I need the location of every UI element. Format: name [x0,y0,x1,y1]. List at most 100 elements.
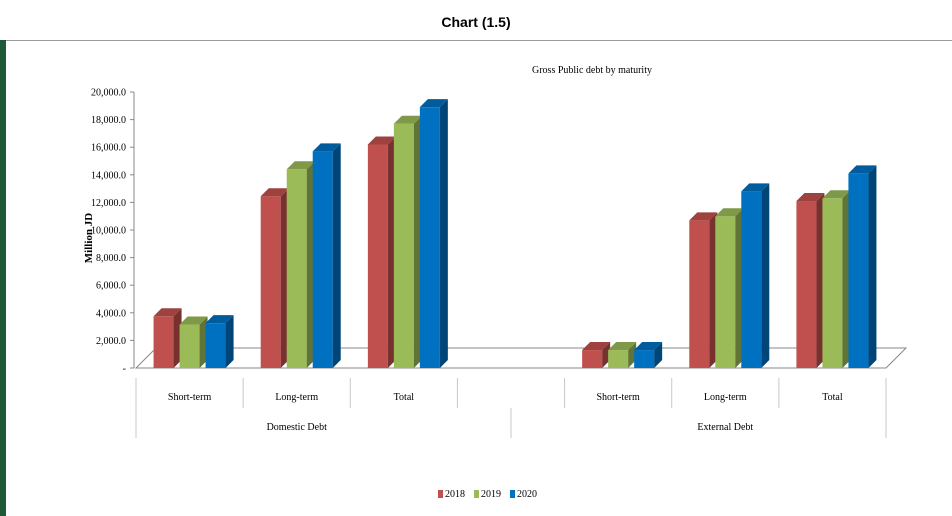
bar [312,143,341,368]
chart-title: Gross Public debt by maturity [532,65,652,76]
legend-label: 2019 [481,489,501,500]
bar [260,188,289,368]
y-tick-label: 2,000.0 [96,336,126,347]
y-tick-label: 20,000.0 [91,88,126,99]
page-heading: Chart (1.5) [441,14,511,30]
bar-side [654,342,663,368]
bar-front [608,350,629,368]
bar-top [260,188,289,197]
y-tick-label: - [123,364,126,375]
y-tick-label: 18,000.0 [91,115,126,126]
bar-top [715,208,744,217]
x-group-label: Domestic Debt [267,422,327,433]
x-axis: Short-term Long-term Total Short-term Long-t… [135,378,887,438]
bar-front [393,123,414,369]
bar [822,190,851,368]
bar-front [796,201,817,368]
floor-plane [134,347,908,369]
y-tick-label: 10,000.0 [91,226,126,237]
x-group-label: External Debt [697,422,753,433]
x-tick-label: Total [394,392,415,403]
y-axis-label: Million JD [83,213,95,263]
bar-front [286,169,307,368]
bar-top [822,190,851,199]
bar-top [286,161,315,170]
bar [715,208,744,368]
bar-side [439,99,448,369]
bar-front [741,191,762,368]
x-tick-label: Short-term [596,392,640,403]
bar [286,161,315,368]
bar-front [367,144,388,368]
x-tick-label: Total [822,392,843,403]
y-tick-label: 6,000.0 [96,281,126,292]
legend-label: 2020 [517,489,537,500]
y-tick-label: 4,000.0 [96,308,126,319]
legend-item: 2018 [438,489,465,500]
bar-front [715,216,736,368]
bar [205,315,234,368]
bar-top [608,342,637,351]
bar-front [179,324,200,368]
sidebar-accent-bar [0,40,6,516]
bar-top [393,115,422,124]
bar-top [419,99,448,108]
bar-side [868,165,877,368]
bar-top [205,315,234,324]
bar [393,115,422,369]
bar-top [796,193,825,202]
x-tick-label: Long-term [704,392,747,403]
x-tick-label: Long-term [275,392,318,403]
bar [741,183,770,368]
legend-label: 2018 [445,489,465,500]
bar [153,308,182,368]
bars [153,99,877,369]
bar [608,342,637,368]
bar-front [689,220,710,368]
y-tick-label: 12,000.0 [91,198,126,209]
bar-top [312,143,341,152]
bar-top [689,212,718,221]
bar-top [634,342,663,351]
bar [689,212,718,368]
bar [367,136,396,368]
x-tick-label: Short-term [168,392,212,403]
bar-front [419,107,440,369]
legend-swatch [474,490,479,498]
bar-side [761,183,770,368]
bar-top [153,308,182,317]
bar-side [332,143,341,368]
y-tick-label: 14,000.0 [91,170,126,181]
bar-front [312,151,333,368]
legend-item: 2020 [510,489,537,500]
bar-front [153,316,174,368]
bar-top [848,165,877,174]
chart-floor [134,347,908,369]
y-axis: - 2,000.0 4,000.0 6,000.0 8,000.0 10,000.0 12,… [91,88,135,375]
legend-swatch [438,490,443,498]
bar-top [582,342,611,351]
legend-swatch [510,490,515,498]
bar-top [179,316,208,325]
bar [179,316,208,368]
legend: 2018 2019 2020 [438,489,537,500]
bar-front [848,173,869,368]
bar [582,342,611,368]
bar-front [634,350,655,368]
bar-top [741,183,770,192]
bar-front [822,198,843,368]
y-tick-label: 8,000.0 [96,253,126,264]
header-divider [6,40,952,41]
bar [848,165,877,368]
y-tick-label: 16,000.0 [91,143,126,154]
bar-front [582,350,603,368]
bar-top [367,136,396,145]
legend-item: 2019 [474,489,501,500]
bar-front [205,323,226,368]
bar-front [260,196,281,368]
bar [796,193,825,368]
bar [634,342,663,368]
bar [419,99,448,369]
bar-side [225,315,234,368]
